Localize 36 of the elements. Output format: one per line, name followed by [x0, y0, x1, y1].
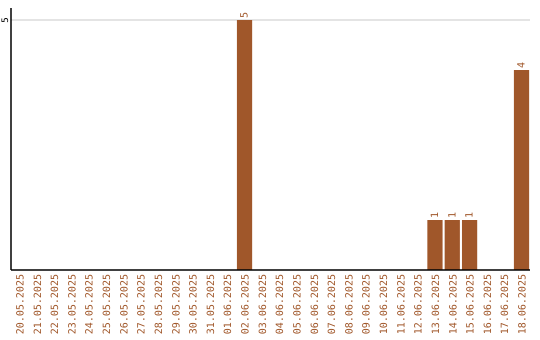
x-tick-label: 20.05.2025 [15, 274, 26, 334]
data-label: 1 [447, 212, 458, 218]
x-tick-label: 13.06.2025 [430, 274, 442, 334]
x-tick-label: 24.05.2025 [84, 274, 96, 334]
data-label: 1 [430, 212, 441, 218]
x-tick-label: 16.06.2025 [482, 274, 494, 334]
x-tick-label: 11.06.2025 [396, 274, 408, 334]
x-tick-label: 23.05.2025 [67, 274, 78, 334]
x-tick-label: 12.06.2025 [414, 274, 425, 334]
x-tick-label: 26.05.2025 [119, 274, 130, 334]
x-tick-label: 27.05.2025 [136, 274, 148, 334]
data-label: 1 [464, 212, 476, 218]
x-tick-label: 22.05.2025 [50, 274, 62, 334]
data-label: 5 [240, 12, 251, 18]
x-tick-label: 28.05.2025 [154, 274, 165, 334]
x-tick-label: 15.06.2025 [466, 274, 477, 334]
x-tick-label: 17.06.2025 [500, 274, 512, 334]
x-tick-label: 18.06.2025 [518, 274, 529, 334]
x-tick-label: 29.05.2025 [171, 274, 182, 334]
x-tick-label: 07.06.2025 [327, 274, 338, 334]
x-tick-label: 03.06.2025 [258, 274, 269, 334]
x-tick-label: 14.06.2025 [448, 274, 460, 334]
x-tick-label: 09.06.2025 [362, 274, 373, 334]
x-tick-label: 04.06.2025 [275, 274, 286, 334]
x-tick-label: 25.05.2025 [102, 274, 114, 334]
x-tick-label: 30.05.2025 [188, 274, 200, 334]
ref-line-label: 5 [1, 17, 11, 23]
x-tick-label: 05.06.2025 [292, 274, 304, 334]
x-tick-label: 01.06.2025 [223, 274, 234, 334]
x-tick-label: 21.05.2025 [32, 274, 44, 334]
x-tick-label: 02.06.2025 [240, 274, 252, 334]
x-tick-label: 06.06.2025 [310, 274, 321, 334]
x-tick-label: 10.06.2025 [379, 274, 390, 334]
x-tick-label: 08.06.2025 [344, 274, 356, 334]
x-tick-label: 31.05.2025 [206, 274, 217, 334]
data-label: 4 [516, 62, 528, 68]
